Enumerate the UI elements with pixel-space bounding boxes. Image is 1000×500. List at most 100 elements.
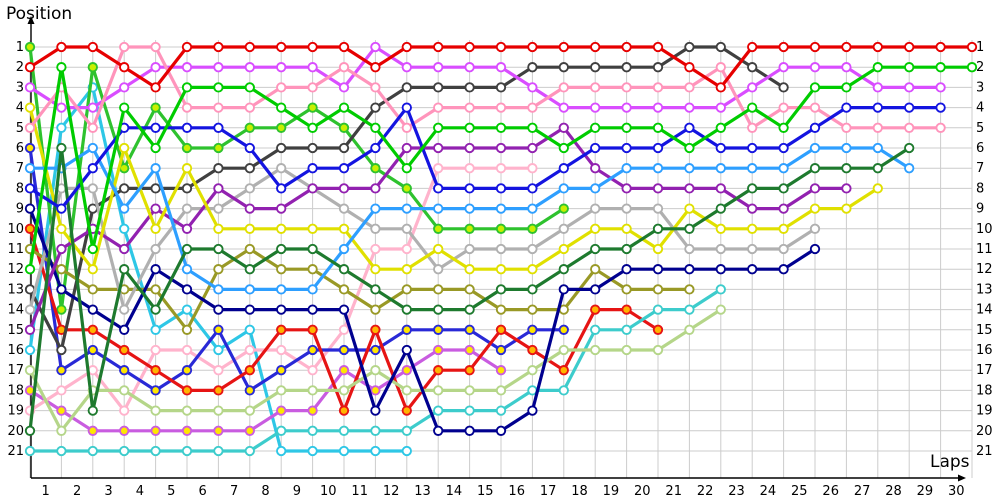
data-point [464,223,475,234]
data-point [527,344,538,356]
data-point [244,445,255,457]
data-point [621,304,632,315]
data-point [181,41,193,53]
x-tick: 11 [351,484,368,499]
data-point [747,203,758,214]
data-point [809,122,821,133]
data-point [56,264,67,275]
data-point [370,163,381,174]
data-point [558,142,569,154]
data-point [778,62,789,73]
data-point [621,163,632,174]
data-point [119,405,130,416]
data-point [276,223,287,234]
data-point [841,163,852,174]
data-point [307,365,318,376]
data-point [370,405,381,416]
data-point [433,41,444,53]
data-point [24,163,36,174]
data-point [307,122,318,133]
y-tick-left: 1 [16,40,24,55]
data-point [370,284,381,295]
data-point [778,223,789,234]
data-point [56,223,67,234]
data-point [307,41,318,53]
data-point [433,385,444,396]
data-point [621,183,632,194]
data-point [401,163,412,174]
series-car-gray [24,163,821,315]
data-point [527,365,538,376]
data-point [24,344,36,356]
data-point [213,405,224,416]
y-tick-right: 7 [976,161,984,176]
data-point [119,203,130,214]
data-point [181,405,193,416]
data-point [24,264,36,275]
data-point [24,183,36,194]
data-point [307,243,318,255]
data-point [621,203,632,214]
data-point [872,122,883,133]
y-tick-right: 2 [976,60,984,75]
data-point [244,385,255,396]
data-point [370,183,381,194]
data-point [150,445,161,457]
data-point [244,405,255,416]
data-point [24,365,36,376]
x-tick: 23 [728,484,745,499]
data-point [150,203,161,214]
data-point [56,365,67,376]
data-point [56,304,67,315]
series-car-palegreen [24,304,726,436]
x-tick: 4 [136,484,144,499]
data-point [370,365,381,376]
data-point [495,62,507,73]
data-point [307,405,318,416]
data-point [621,82,632,93]
data-point [747,223,758,234]
series-car-lightpink [24,163,538,416]
series-line [28,105,943,211]
data-point [119,142,130,154]
data-point [338,284,350,295]
data-point [652,344,664,356]
data-point [652,41,664,53]
data-point [24,82,36,93]
data-point [590,82,601,93]
data-point [464,163,475,174]
data-point [527,142,538,154]
data-point [433,223,444,234]
data-point [495,304,507,315]
data-point [307,183,318,194]
x-tick: 24 [760,484,777,499]
data-point [904,62,915,73]
y-tick-right: 15 [976,323,993,338]
data-point [87,102,98,113]
data-point [370,385,381,396]
data-point [119,102,130,113]
data-point [119,82,130,93]
data-point [56,284,67,295]
data-point [307,385,318,396]
data-point [181,344,193,356]
data-point [401,122,412,133]
data-point [181,365,193,376]
data-point [715,82,726,93]
y-tick-left: 5 [16,121,24,136]
data-point [370,142,381,154]
y-tick-right: 8 [976,181,984,196]
data-point [24,304,36,315]
data-point [652,284,664,295]
data-point [684,41,695,53]
data-point [213,41,224,53]
x-tick: 2 [73,484,81,499]
data-point [24,142,36,154]
y-tick-right: 1 [976,40,984,55]
data-point [684,122,695,133]
data-point [401,82,412,93]
x-tick: 19 [603,484,620,499]
data-point [652,163,664,174]
data-point [527,163,538,174]
data-point [276,344,287,356]
